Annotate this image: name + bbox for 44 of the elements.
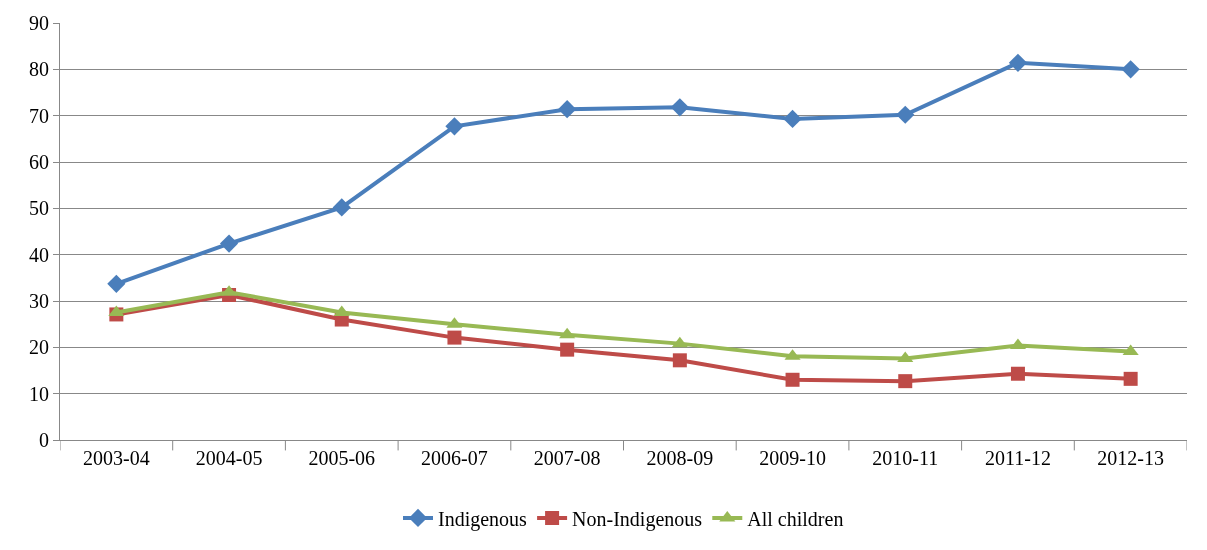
x-tick-label: 2008-09 xyxy=(646,447,714,469)
x-tick-label: 2005-06 xyxy=(308,447,376,469)
point xyxy=(1008,53,1028,72)
point xyxy=(108,305,125,317)
point xyxy=(898,374,913,389)
point xyxy=(1010,366,1025,381)
legend-label: Non-Indigenous xyxy=(572,507,703,531)
point xyxy=(671,336,688,348)
x-tick-label: 2010-11 xyxy=(872,447,939,469)
point xyxy=(785,372,800,387)
legend-label: All children xyxy=(747,507,844,530)
point xyxy=(896,105,915,124)
x-tick-label: 2004-05 xyxy=(195,447,263,469)
point xyxy=(1121,60,1140,79)
point xyxy=(445,117,464,136)
point xyxy=(107,274,126,293)
y-tick-label: 10 xyxy=(29,382,49,405)
point xyxy=(672,353,687,368)
point xyxy=(670,98,689,117)
y-tick-label: 90 xyxy=(29,12,49,34)
y-tick-label: 50 xyxy=(29,197,49,220)
x-tick-label: 2003-04 xyxy=(83,447,150,469)
y-tick-label: 60 xyxy=(29,151,49,173)
y-tick-label: 20 xyxy=(29,336,49,359)
point xyxy=(1123,371,1138,386)
x-tick-label: 2011-12 xyxy=(984,447,1051,469)
point xyxy=(332,198,351,217)
x-tick-label: 2012-13 xyxy=(1097,447,1164,469)
point xyxy=(560,342,575,357)
x-tick-label: 2007-08 xyxy=(533,447,601,469)
y-tick-label: 30 xyxy=(29,290,49,312)
point xyxy=(447,330,462,345)
point xyxy=(558,100,577,119)
x-tick-label: 2009-10 xyxy=(759,447,826,469)
legend-label: Indigenous xyxy=(438,507,528,531)
point xyxy=(219,234,239,253)
x-tick-label: 2006-07 xyxy=(421,447,488,469)
point xyxy=(783,109,802,129)
point xyxy=(559,327,576,339)
y-tick-label: 40 xyxy=(29,243,49,266)
y-tick-label: 70 xyxy=(29,104,49,127)
point xyxy=(333,305,350,317)
y-tick-label: 0 xyxy=(39,429,49,451)
y-tick-label: 80 xyxy=(29,58,49,81)
